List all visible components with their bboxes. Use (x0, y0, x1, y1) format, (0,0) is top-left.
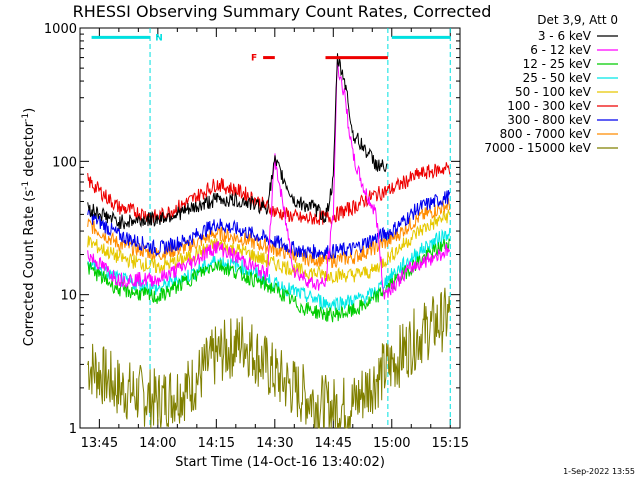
legend-label: 300 - 800 keV (507, 113, 591, 127)
series-line (87, 238, 451, 323)
chart-title: RHESSI Observing Summary Count Rates, Co… (73, 2, 492, 21)
x-tick-label: 15:00 (373, 436, 410, 451)
x-tick-label: 14:15 (198, 436, 235, 451)
x-tick-label: 14:00 (139, 436, 176, 451)
series-line (87, 53, 388, 230)
y-tick-label: 10 (60, 289, 77, 304)
legend-label: 7000 - 15000 keV (484, 141, 591, 155)
legend-label: 25 - 50 keV (523, 71, 592, 85)
x-tick-label: 13:45 (81, 436, 118, 451)
legend-label: 50 - 100 keV (515, 85, 592, 99)
series-line (87, 209, 451, 285)
series-line (87, 58, 451, 300)
x-tick-label: 14:30 (256, 436, 293, 451)
x-tick-label: 14:45 (315, 436, 352, 451)
x-tick-label: 15:15 (432, 436, 469, 451)
timestamp: 1-Sep-2022 13:55 (563, 467, 635, 476)
annotation-label-f: F (251, 54, 257, 64)
legend-label: 800 - 7000 keV (500, 127, 592, 141)
y-tick-label: 1000 (44, 22, 77, 37)
x-axis-label: Start Time (14-Oct-16 13:40:02) (175, 455, 385, 470)
legend-label: 6 - 12 keV (530, 43, 592, 57)
legend-label: 3 - 6 keV (538, 29, 592, 43)
y-tick-label: 100 (52, 155, 77, 170)
y-axis-label: Corrected Count Rate (s-1 detector-1) (21, 108, 37, 346)
plot-frame (79, 27, 461, 429)
y-tick-label: 1 (69, 422, 77, 437)
series-line (87, 227, 451, 311)
series-line (87, 162, 451, 226)
legend-title: Det 3,9, Att 0 (537, 13, 618, 27)
plot-area: 1 10 100 1000 13:45 14:00 14:15 14:30 14:45 15:00… (44, 22, 469, 451)
annotation-label-n: N (155, 33, 163, 43)
legend-label: 100 - 300 keV (507, 99, 591, 113)
series-line (87, 287, 451, 429)
legend-label: 12 - 25 keV (523, 57, 592, 71)
